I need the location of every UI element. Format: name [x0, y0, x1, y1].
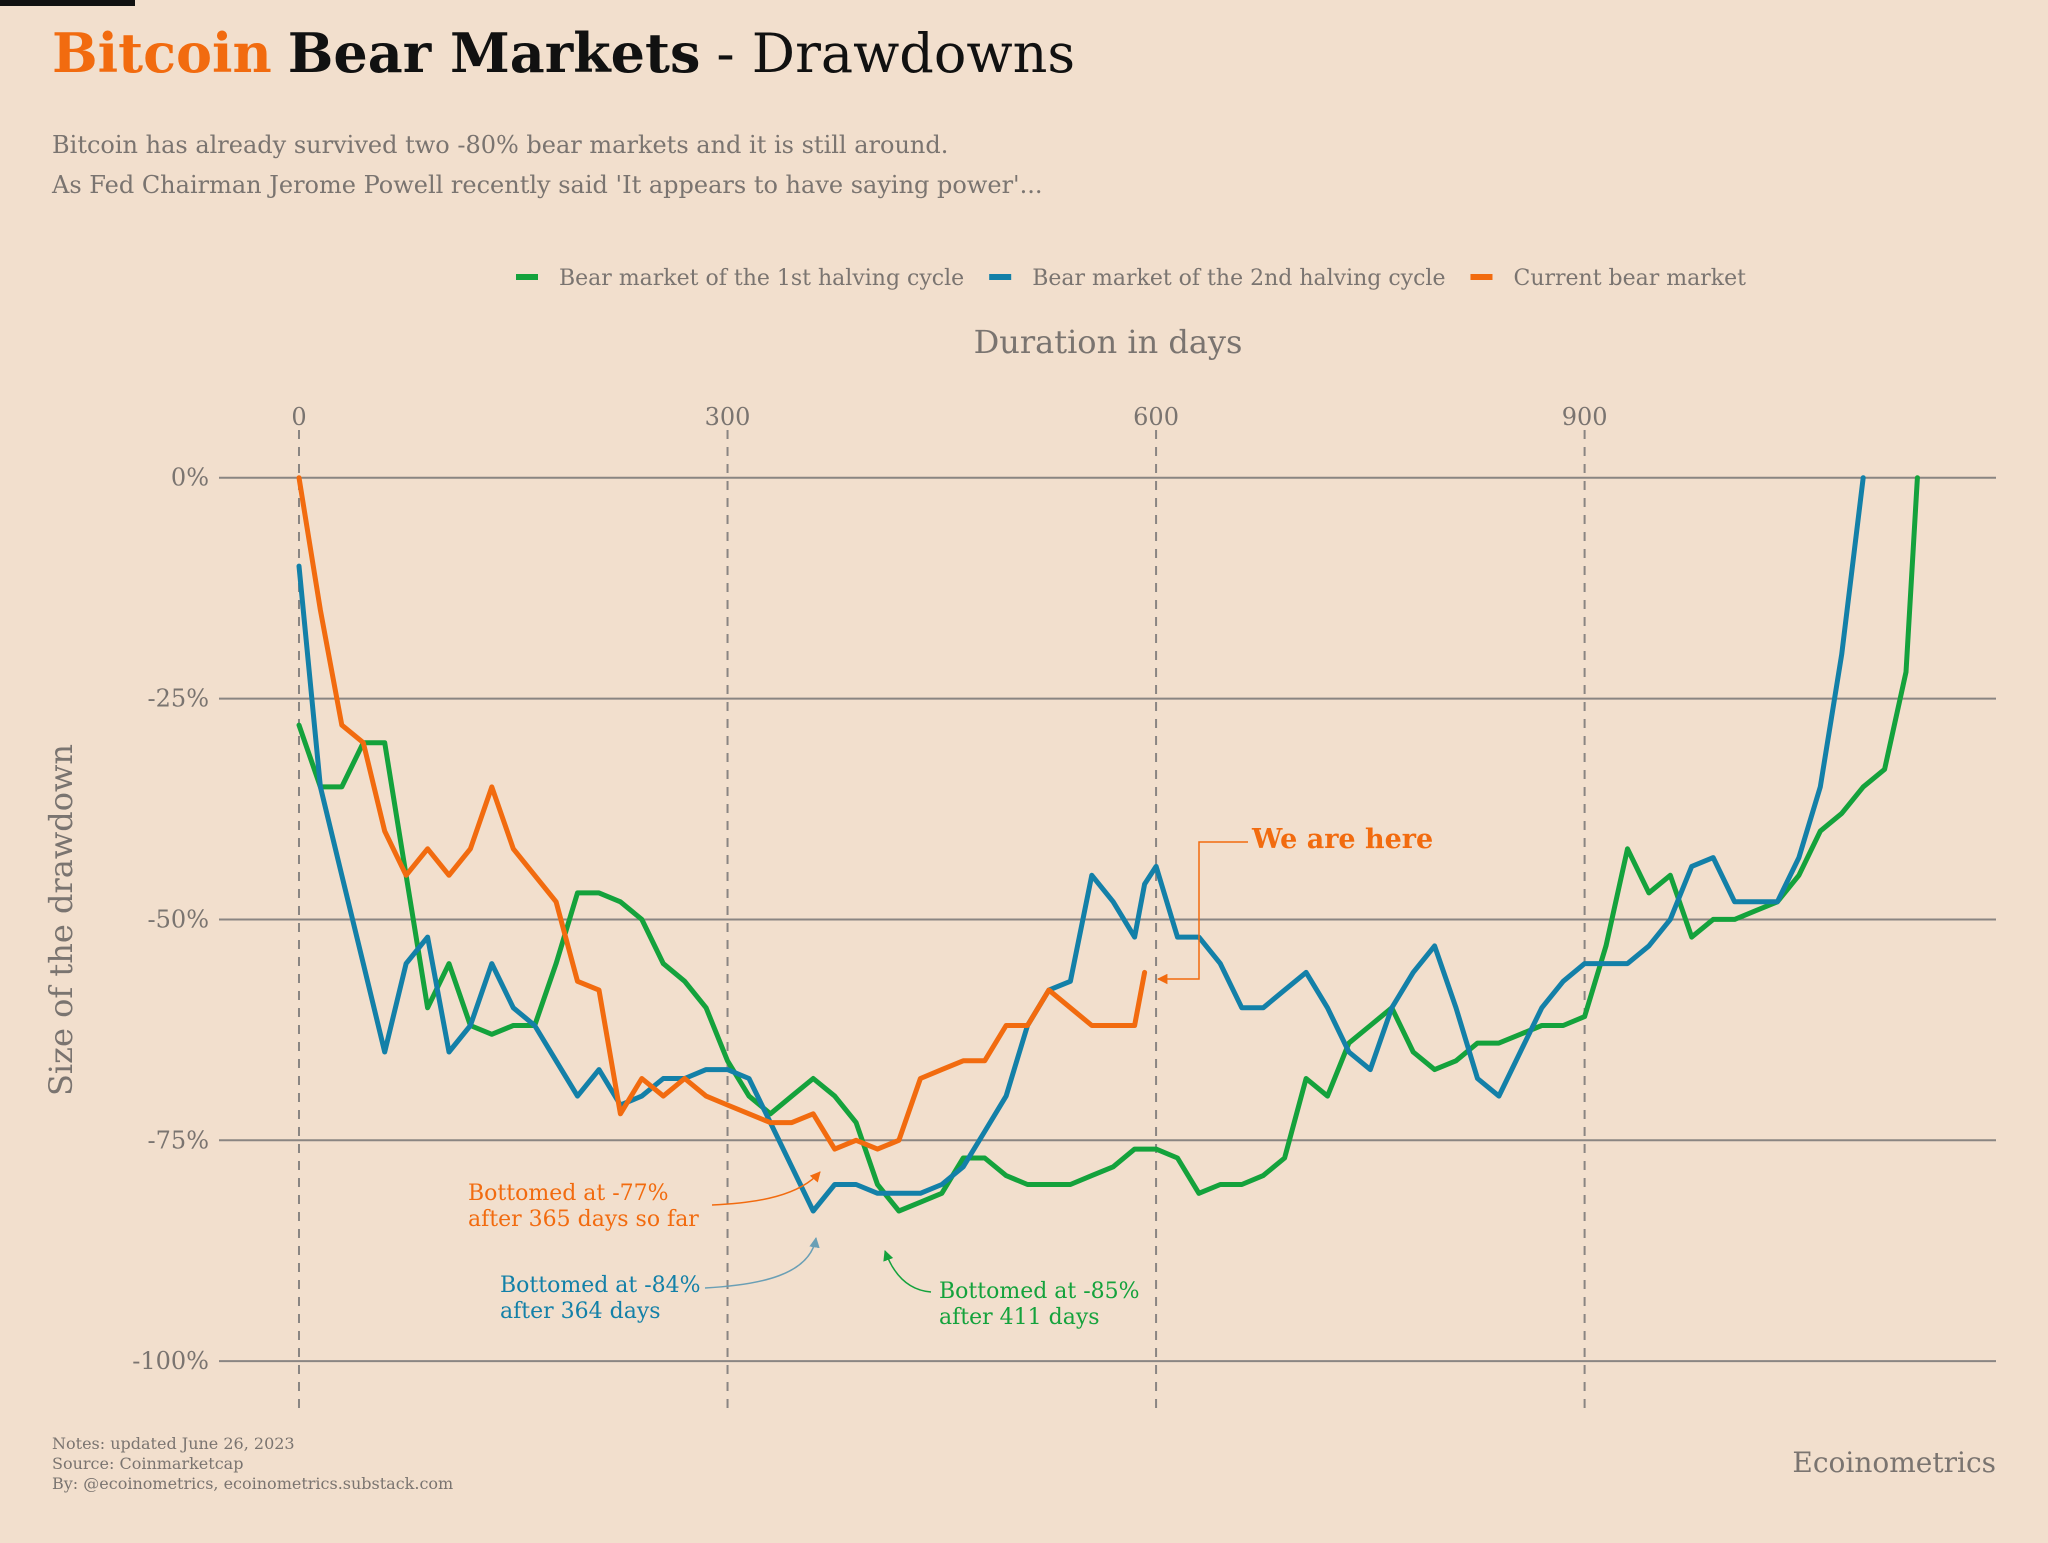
- annotation: after 411 days: [939, 1305, 1100, 1330]
- annotation-arrow: [1156, 841, 1248, 985]
- lines: [296, 475, 1920, 1214]
- series-line: [296, 475, 1920, 1214]
- grid: 0% -25% -50% -75% -100% 0 300 600 900: [132, 403, 1996, 1408]
- legend-label: Current bear market: [1513, 266, 1746, 291]
- annotation-arrow: [883, 1250, 932, 1293]
- chart-title: Bitcoin Bear Markets - Drawdowns: [52, 21, 1075, 85]
- annotation: after 365 days so far: [468, 1207, 699, 1232]
- annotation-arrow: [704, 1236, 820, 1289]
- title-rest: - Drawdowns: [716, 22, 1075, 85]
- y-tick-label: -75%: [148, 1126, 209, 1154]
- x-tick-label: 0: [291, 403, 306, 431]
- x-tick-label: 600: [1133, 403, 1179, 431]
- annotation-arrow: [711, 1171, 821, 1206]
- corner-bar: [0, 0, 135, 6]
- y-tick-label: -50%: [148, 905, 209, 933]
- annotation: after 364 days: [500, 1299, 661, 1324]
- series-line: [296, 475, 1148, 1152]
- brand: Ecoinometrics: [1792, 1446, 1996, 1479]
- legend: Bear market of the 1st halving cycle Bear…: [516, 266, 1746, 291]
- x-tick-label: 900: [1562, 403, 1608, 431]
- annotation: Bottomed at -84%: [500, 1273, 701, 1298]
- legend-label: Bear market of the 2nd halving cycle: [1032, 266, 1445, 291]
- subtitle: Bitcoin has already survived two -80% be…: [52, 131, 948, 159]
- legend-label: Bear market of the 1st halving cycle: [559, 266, 964, 291]
- note: Notes: updated June 26, 2023: [52, 1434, 295, 1453]
- note: By: @ecoinometrics, ecoinometrics.substa…: [52, 1474, 453, 1493]
- y-tick-label: -100%: [132, 1347, 209, 1375]
- subtitle: As Fed Chairman Jerome Powell recently s…: [51, 171, 1043, 199]
- annotation: We are here: [1251, 824, 1433, 855]
- y-tick-label: 0%: [171, 464, 209, 492]
- series-line: [296, 475, 1866, 1214]
- y-tick-label: -25%: [148, 685, 209, 713]
- x-axis-title: Duration in days: [974, 323, 1243, 361]
- annotation: Bottomed at -77%: [468, 1181, 669, 1206]
- title-bold: Bear Markets: [288, 21, 701, 85]
- y-axis-title: Size of the drawdown: [42, 744, 80, 1096]
- title-highlight: Bitcoin: [52, 21, 272, 85]
- x-tick-label: 300: [705, 403, 751, 431]
- annotation: Bottomed at -85%: [939, 1279, 1140, 1304]
- note: Source: Coinmarketcap: [52, 1454, 243, 1473]
